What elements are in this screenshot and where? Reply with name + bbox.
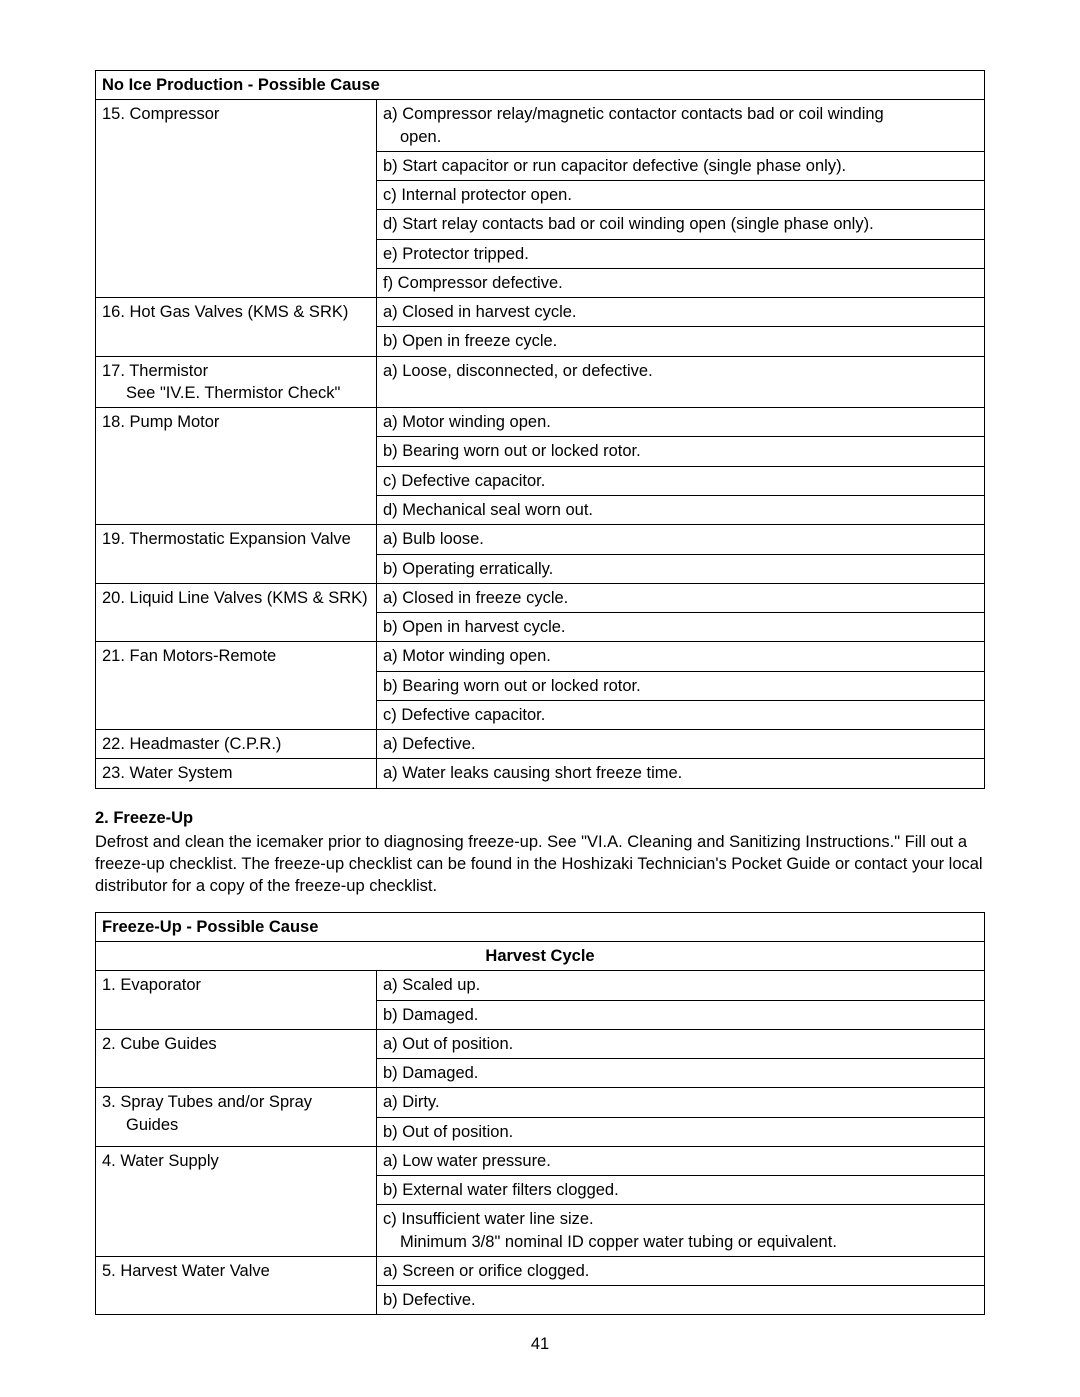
cause-cell: a) Scaled up. [377, 971, 985, 1000]
cause-cell: a) Water leaks causing short freeze time… [377, 759, 985, 788]
cause-cell: e) Protector tripped. [377, 239, 985, 268]
table-row: 2. Cube Guides a) Out of position. [96, 1029, 985, 1058]
freeze-up-table: Freeze-Up - Possible Cause Harvest Cycle… [95, 912, 985, 1316]
table-row: 20. Liquid Line Valves (KMS & SRK) a) Cl… [96, 583, 985, 612]
cause-cell: a) Motor winding open. [377, 408, 985, 437]
cause-cell: c) Defective capacitor. [377, 466, 985, 495]
table-header-row: No Ice Production - Possible Cause [96, 71, 985, 100]
cause-cell: b) Damaged. [377, 1000, 985, 1029]
cause-cell: b) Bearing worn out or locked rotor. [377, 671, 985, 700]
cause-cell: b) Defective. [377, 1286, 985, 1315]
cause-cell: a) Screen or orifice clogged. [377, 1256, 985, 1285]
cause-cell: a) Defective. [377, 730, 985, 759]
cause-cell: a) Loose, disconnected, or defective. [377, 356, 985, 408]
component-cell: 22. Headmaster (C.P.R.) [96, 730, 377, 759]
table-row: 23. Water System a) Water leaks causing … [96, 759, 985, 788]
cause-cell: a) Closed in harvest cycle. [377, 298, 985, 327]
cause-cell: b) Start capacitor or run capacitor defe… [377, 151, 985, 180]
cause-cell: a) Compressor relay/magnetic contactor c… [377, 100, 985, 152]
cause-cell: d) Start relay contacts bad or coil wind… [377, 210, 985, 239]
cause-cell: a) Dirty. [377, 1088, 985, 1117]
component-cell: 1. Evaporator [96, 971, 377, 1030]
cause-cell: b) Open in freeze cycle. [377, 327, 985, 356]
page-number: 41 [95, 1333, 985, 1355]
component-cell: 15. Compressor [96, 100, 377, 298]
table-row: 4. Water Supply a) Low water pressure. [96, 1146, 985, 1175]
table-row: 19. Thermostatic Expansion Valve a) Bulb… [96, 525, 985, 554]
component-cell: 21. Fan Motors-Remote [96, 642, 377, 730]
table-subheader-row: Harvest Cycle [96, 941, 985, 970]
table-row: 3. Spray Tubes and/or Spray Guides a) Di… [96, 1088, 985, 1117]
table-row: 17. Thermistor See "IV.E. Thermistor Che… [96, 356, 985, 408]
cause-cell: b) Open in harvest cycle. [377, 613, 985, 642]
component-cell: 2. Cube Guides [96, 1029, 377, 1088]
cause-cell: d) Mechanical seal worn out. [377, 495, 985, 524]
cause-cell: c) Defective capacitor. [377, 700, 985, 729]
table-row: 15. Compressor a) Compressor relay/magne… [96, 100, 985, 152]
cause-cell: b) Damaged. [377, 1059, 985, 1088]
table-header-row: Freeze-Up - Possible Cause [96, 912, 985, 941]
table-subheader-cell: Harvest Cycle [96, 941, 985, 970]
table-header-cell: No Ice Production - Possible Cause [96, 71, 985, 100]
cause-cell: b) Bearing worn out or locked rotor. [377, 437, 985, 466]
table-row: 21. Fan Motors-Remote a) Motor winding o… [96, 642, 985, 671]
component-cell: 4. Water Supply [96, 1146, 377, 1256]
component-cell: 17. Thermistor See "IV.E. Thermistor Che… [96, 356, 377, 408]
cause-cell: c) Insufficient water line size. Minimum… [377, 1205, 985, 1257]
component-cell: 16. Hot Gas Valves (KMS & SRK) [96, 298, 377, 357]
table-header-cell: Freeze-Up - Possible Cause [96, 912, 985, 941]
cause-cell: f) Compressor defective. [377, 268, 985, 297]
cause-cell: b) Out of position. [377, 1117, 985, 1146]
table-row: 22. Headmaster (C.P.R.) a) Defective. [96, 730, 985, 759]
table-row: 1. Evaporator a) Scaled up. [96, 971, 985, 1000]
table-row: 16. Hot Gas Valves (KMS & SRK) a) Closed… [96, 298, 985, 327]
component-cell: 23. Water System [96, 759, 377, 788]
section-body: Defrost and clean the icemaker prior to … [95, 831, 985, 898]
component-cell: 18. Pump Motor [96, 408, 377, 525]
component-cell: 3. Spray Tubes and/or Spray Guides [96, 1088, 377, 1147]
cause-cell: b) Operating erratically. [377, 554, 985, 583]
table-row: 5. Harvest Water Valve a) Screen or orif… [96, 1256, 985, 1285]
component-cell: 5. Harvest Water Valve [96, 1256, 377, 1315]
cause-cell: b) External water filters clogged. [377, 1176, 985, 1205]
cause-cell: a) Motor winding open. [377, 642, 985, 671]
cause-cell: a) Closed in freeze cycle. [377, 583, 985, 612]
component-cell: 20. Liquid Line Valves (KMS & SRK) [96, 583, 377, 642]
table-row: 18. Pump Motor a) Motor winding open. [96, 408, 985, 437]
cause-cell: c) Internal protector open. [377, 181, 985, 210]
no-ice-table: No Ice Production - Possible Cause 15. C… [95, 70, 985, 789]
cause-cell: a) Low water pressure. [377, 1146, 985, 1175]
section-heading: 2. Freeze-Up [95, 807, 985, 829]
cause-cell: a) Out of position. [377, 1029, 985, 1058]
cause-cell: a) Bulb loose. [377, 525, 985, 554]
component-cell: 19. Thermostatic Expansion Valve [96, 525, 377, 584]
